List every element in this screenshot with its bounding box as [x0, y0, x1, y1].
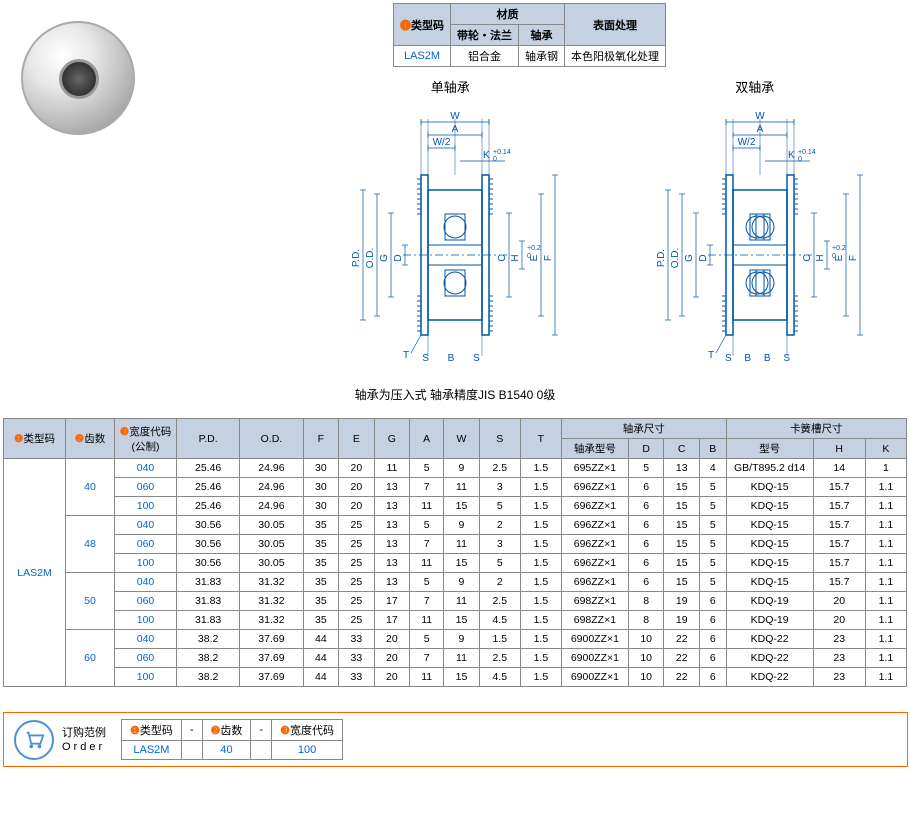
svg-text:F: F: [848, 255, 859, 261]
svg-text:H: H: [510, 254, 521, 261]
svg-text:0: 0: [798, 156, 802, 163]
table-row: 10038.237.6944332011154.51.56900ZZ×11022…: [4, 668, 907, 687]
mat-code: LAS2M: [394, 46, 451, 67]
svg-text:H: H: [815, 254, 826, 261]
svg-text:P.D.: P.D.: [656, 249, 667, 267]
order-box: 订购范例 Order ❶类型码 - ❷齿数 - ❸宽度代码 LAS2M 40 1…: [3, 712, 908, 767]
mat-hdr-bearing: 轴承: [519, 25, 565, 46]
svg-text:E: E: [529, 254, 540, 261]
diagram-title-double: 双轴承: [625, 77, 885, 96]
svg-text:W: W: [755, 111, 765, 122]
mat-bearing: 轴承钢: [519, 46, 565, 67]
svg-text:0: 0: [493, 156, 497, 163]
svg-text:O.D.: O.D.: [670, 248, 681, 269]
table-row: 06031.8331.323525177112.51.5698ZZ×18196K…: [4, 592, 907, 611]
svg-text:+0.2: +0.2: [832, 245, 846, 252]
svg-text:T: T: [403, 350, 409, 361]
svg-text:W/2: W/2: [433, 137, 451, 148]
product-photo: [3, 3, 148, 148]
svg-text:C: C: [497, 254, 508, 261]
order-title: 订购范例: [62, 726, 106, 740]
svg-text:+0.2: +0.2: [527, 245, 541, 252]
bearing-note: 轴承为压入式 轴承精度JIS B1540 0级: [0, 386, 910, 403]
table-row: 6004038.237.69443320591.51.56900ZZ×11022…: [4, 630, 907, 649]
svg-text:O.D.: O.D.: [365, 248, 376, 269]
svg-text:P.D.: P.D.: [351, 249, 362, 267]
diagram-title-single: 单轴承: [320, 77, 580, 96]
double-bearing-diagram: WAW/2K+0.14 0P.D.O.D.GDCH+0.2 0EFTS B B …: [625, 100, 885, 370]
mat-hdr-type: 类型码: [411, 20, 444, 32]
num1-icon: ❶: [400, 20, 411, 32]
table-row: 5004031.8331.323525135921.5696ZZ×16155KD…: [4, 573, 907, 592]
single-bearing-diagram: WAW/2K+0.14 0P.D.O.D.GDCH+0.2 0EFTS B S: [320, 100, 580, 370]
mat-hdr-material: 材质: [451, 4, 565, 25]
mat-pulley: 铝合金: [451, 46, 519, 67]
svg-text:D: D: [698, 254, 709, 261]
svg-text:G: G: [684, 254, 695, 262]
svg-text:W/2: W/2: [737, 137, 755, 148]
table-row: 06025.4624.9630201371131.5696ZZ×16155KDQ…: [4, 478, 907, 497]
mat-hdr-pulley: 带轮・法兰: [451, 25, 519, 46]
svg-text:+0.14: +0.14: [493, 149, 511, 156]
svg-text:T: T: [708, 350, 714, 361]
svg-text:S B B S: S B B S: [725, 353, 795, 364]
table-row: 06030.5630.0535251371131.5696ZZ×16155KDQ…: [4, 535, 907, 554]
table-row: 10031.8331.3235251711154.51.5698ZZ×18196…: [4, 611, 907, 630]
svg-text:+0.14: +0.14: [798, 149, 816, 156]
table-row: LAS2M4004025.4624.96302011592.51.5695ZZ×…: [4, 459, 907, 478]
svg-text:S B S: S B S: [422, 353, 488, 364]
svg-text:F: F: [543, 255, 554, 261]
order-subtitle: Order: [62, 740, 106, 754]
hdr-width: 宽度代码(公制): [129, 426, 171, 453]
order-example-table: ❶类型码 - ❷齿数 - ❸宽度代码 LAS2M 40 100: [121, 719, 343, 760]
svg-text:W: W: [451, 111, 461, 122]
order-title-block: 订购范例 Order: [62, 726, 106, 754]
table-row: 06038.237.694433207112.51.56900ZZ×110226…: [4, 649, 907, 668]
svg-text:E: E: [834, 254, 845, 261]
table-row: 10030.5630.05352513111551.5696ZZ×16155KD…: [4, 554, 907, 573]
mat-surface: 本色阳极氧化处理: [565, 46, 666, 67]
table-row: 4804030.5630.053525135921.5696ZZ×16155KD…: [4, 516, 907, 535]
svg-text:D: D: [393, 254, 404, 261]
cart-icon: [14, 720, 54, 760]
svg-text:C: C: [802, 254, 813, 261]
mat-hdr-surface: 表面处理: [565, 4, 666, 46]
table-row: 10025.4624.96302013111551.5696ZZ×16155KD…: [4, 497, 907, 516]
main-spec-table: ❶类型码 ❷齿数 ❸宽度代码(公制) P.D. O.D. F E G A W S…: [3, 418, 907, 687]
material-table: ❶类型码 材质 表面处理 带轮・法兰 轴承 LAS2M 铝合金 轴承钢 本色阳极…: [393, 3, 666, 67]
svg-text:G: G: [379, 254, 390, 262]
